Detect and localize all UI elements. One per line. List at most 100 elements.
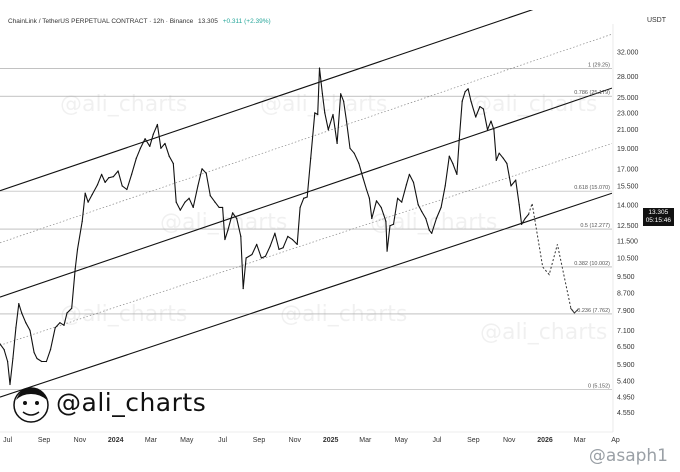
x-tick-label: Mar bbox=[145, 437, 158, 444]
price-point bbox=[108, 177, 110, 179]
y-tick-label: 21.000 bbox=[617, 127, 639, 134]
price-point bbox=[96, 184, 99, 186]
price-point bbox=[340, 93, 342, 95]
author-handle: @ali_charts bbox=[56, 388, 207, 417]
price-point bbox=[448, 155, 450, 157]
price-point bbox=[287, 235, 289, 237]
x-tick-label: Mar bbox=[359, 437, 372, 444]
price-point bbox=[15, 327, 17, 329]
price-point bbox=[192, 206, 194, 209]
corner-watermark: @asaph1 bbox=[588, 446, 668, 466]
price-point bbox=[251, 253, 253, 256]
price-point bbox=[371, 217, 373, 220]
price-point bbox=[59, 322, 61, 324]
plot-area bbox=[0, 10, 612, 398]
price-point bbox=[318, 67, 321, 69]
price-point bbox=[269, 245, 271, 247]
y-tick-label: 23.000 bbox=[617, 110, 639, 117]
current-price: 13.305 bbox=[648, 209, 669, 217]
price-point bbox=[3, 349, 5, 351]
price-point bbox=[495, 159, 497, 161]
price-point bbox=[321, 93, 324, 95]
price-point bbox=[87, 201, 89, 203]
channel-line bbox=[0, 10, 534, 192]
price-point bbox=[408, 173, 410, 175]
symbol-title: ChainLink / TetherUS PERPETUAL CONTRACT … bbox=[8, 18, 194, 25]
x-tick-label: Jul bbox=[432, 437, 441, 444]
x-tick-label: 2024 bbox=[108, 437, 124, 444]
price-point bbox=[515, 179, 517, 181]
channel-midline bbox=[0, 143, 612, 346]
price-point bbox=[490, 120, 492, 122]
price-point bbox=[104, 181, 106, 183]
price-point bbox=[278, 248, 280, 250]
price-point bbox=[152, 133, 154, 135]
price-point bbox=[139, 147, 141, 149]
fib-level-label: 0.618 (15.070) bbox=[574, 185, 610, 191]
price-point bbox=[168, 155, 170, 157]
price-point bbox=[126, 188, 128, 191]
price-point bbox=[421, 210, 423, 213]
price-point bbox=[91, 193, 93, 196]
price-point bbox=[71, 307, 73, 309]
price-point bbox=[121, 185, 123, 187]
price-point bbox=[385, 220, 387, 222]
price-point bbox=[33, 351, 35, 354]
price-point bbox=[74, 268, 76, 270]
price-point bbox=[524, 217, 526, 220]
x-tick-label: Nov bbox=[74, 437, 87, 444]
price-point bbox=[256, 243, 258, 246]
price-point bbox=[310, 157, 312, 159]
price-point bbox=[175, 201, 177, 203]
fib-level-label: 0.382 (10.002) bbox=[574, 261, 610, 267]
price-point bbox=[221, 206, 224, 209]
y-tick-label: 17.000 bbox=[617, 166, 639, 173]
currency-unit: USDT bbox=[646, 17, 666, 24]
price-series-line bbox=[0, 67, 530, 386]
price-point bbox=[358, 162, 360, 165]
price-point bbox=[303, 197, 305, 199]
price-point bbox=[299, 206, 301, 209]
price-change: +0.311 (+2.39%) bbox=[222, 18, 271, 25]
price-point bbox=[29, 329, 31, 331]
price-point bbox=[214, 201, 216, 203]
y-tick-label: 15.500 bbox=[617, 183, 639, 190]
x-tick-label: Sep bbox=[38, 437, 51, 444]
price-point bbox=[431, 232, 433, 234]
price-point bbox=[345, 120, 348, 122]
x-tick-label: Jul bbox=[3, 437, 12, 444]
fib-level-label: 1 (29.25) bbox=[588, 62, 610, 68]
y-tick-label: 10.500 bbox=[617, 255, 639, 262]
price-point bbox=[101, 173, 103, 175]
y-tick-label: 28.000 bbox=[617, 74, 639, 81]
price-point bbox=[392, 223, 395, 225]
price-point bbox=[63, 324, 65, 326]
y-tick-label: 8.700 bbox=[617, 290, 635, 297]
x-tick-label: Mar bbox=[574, 437, 587, 444]
price-point bbox=[112, 176, 114, 178]
price-point bbox=[510, 185, 512, 187]
fib-level-label: 0.236 (7.762) bbox=[577, 308, 610, 314]
price-point bbox=[479, 105, 481, 108]
x-tick-label: Jul bbox=[218, 437, 227, 444]
price-point bbox=[452, 162, 454, 165]
price-point bbox=[240, 235, 242, 237]
price-point bbox=[41, 360, 43, 363]
price-point bbox=[164, 142, 166, 145]
channel-line bbox=[0, 87, 612, 298]
price-point bbox=[306, 196, 308, 198]
price-point bbox=[81, 220, 83, 222]
last-price: 13.305 bbox=[198, 18, 218, 25]
price-point bbox=[461, 100, 463, 102]
price-point bbox=[9, 383, 11, 386]
price-point bbox=[317, 113, 319, 116]
price-point bbox=[332, 113, 334, 116]
price-point bbox=[242, 287, 244, 290]
price-point bbox=[260, 257, 262, 259]
price-point bbox=[375, 200, 378, 202]
price-point bbox=[172, 162, 174, 165]
price-point bbox=[482, 108, 484, 110]
x-tick-label: May bbox=[395, 437, 409, 444]
